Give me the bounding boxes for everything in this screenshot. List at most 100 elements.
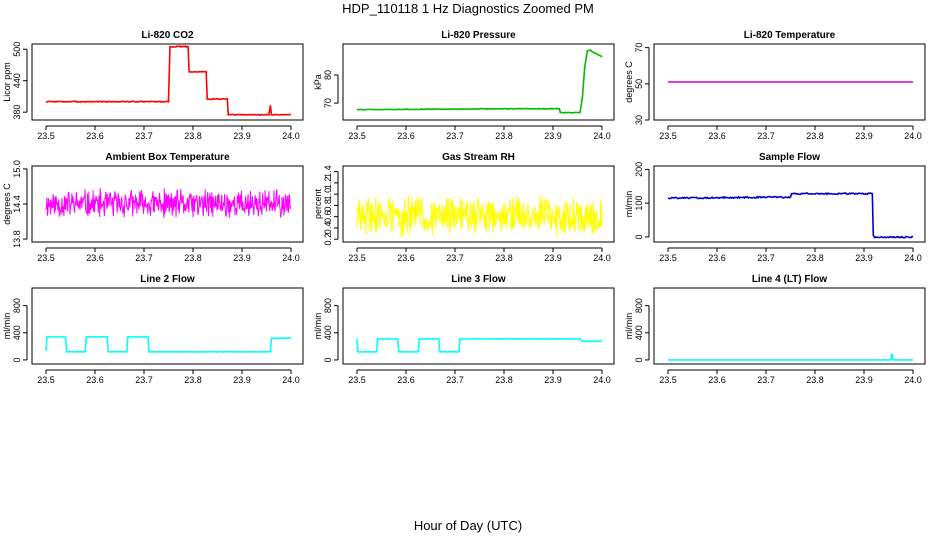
x-tick-label: 24.0 <box>593 253 611 263</box>
x-tick-label: 24.0 <box>282 131 300 141</box>
plot-frame <box>653 43 926 121</box>
y-axis-label: kPa <box>313 74 323 90</box>
y-tick-label: 0 <box>634 234 644 239</box>
x-tick-label: 23.7 <box>135 375 153 385</box>
x-tick-label: 23.9 <box>544 253 562 263</box>
x-tick-label: 23.8 <box>184 131 202 141</box>
series-line <box>356 337 603 353</box>
y-tick-label: 13.8 <box>12 230 22 248</box>
y-tick-label: 0 <box>634 357 644 362</box>
panel-title: Line 4 (LT) Flow <box>752 274 828 285</box>
panel-title: Sample Flow <box>759 152 820 163</box>
x-tick-label: 23.9 <box>233 131 251 141</box>
series-line <box>667 192 914 239</box>
x-tick-label: 23.6 <box>86 375 104 385</box>
x-tick-label: 23.6 <box>397 375 415 385</box>
y-tick-label: 500 <box>12 42 22 57</box>
y-tick-label: 380 <box>12 105 22 120</box>
series-line <box>668 353 913 361</box>
x-tick-label: 24.0 <box>282 253 300 263</box>
x-tick-label: 23.6 <box>708 375 726 385</box>
series-line <box>45 45 292 117</box>
x-tick-label: 24.0 <box>282 375 300 385</box>
y-axis-label: ml/min <box>624 191 634 218</box>
x-tick-label: 23.7 <box>135 253 153 263</box>
x-tick-label: 23.6 <box>397 131 415 141</box>
panel-9: Line 4 (LT) Flow ml/min 23.5 23.6 23.7 23.8 23… <box>624 274 926 385</box>
plot-frame <box>31 287 304 365</box>
y-tick-label: 0.6 <box>323 210 333 223</box>
y-tick-label: 0.2 <box>323 233 333 246</box>
x-tick-label: 23.7 <box>446 375 464 385</box>
x-tick-label: 23.5 <box>348 131 366 141</box>
y-tick-label: 70 <box>323 98 333 108</box>
plot-frame <box>653 165 926 243</box>
x-tick-label: 23.7 <box>446 131 464 141</box>
plot-frame <box>31 165 304 243</box>
plot-frame <box>342 287 615 365</box>
x-tick-label: 23.9 <box>233 375 251 385</box>
panel-3: Li-820 Temperature degrees C 23.5 23.6 23.7 2… <box>624 30 926 141</box>
panel-8: Line 3 Flow ml/min 23.5 23.6 23.7 23.8 23.9 24.… <box>313 274 615 385</box>
panel-title: Gas Stream RH <box>442 152 515 163</box>
x-tick-label: 23.7 <box>757 131 775 141</box>
x-tick-label: 23.6 <box>86 253 104 263</box>
x-tick-label: 24.0 <box>593 131 611 141</box>
y-tick-label: 440 <box>12 73 22 88</box>
x-tick-label: 23.9 <box>855 375 873 385</box>
panel-title: Li-820 Pressure <box>441 30 516 41</box>
x-tick-label: 24.0 <box>904 131 922 141</box>
x-tick-label: 23.5 <box>37 131 55 141</box>
panel-6: Sample Flow ml/min 23.5 23.6 23.7 23.8 23.9 24.… <box>624 152 926 263</box>
panel-5: Gas Stream RH percent 23.5 23.6 23.7 23.8 23.9… <box>313 152 615 263</box>
y-tick-label: 400 <box>12 325 22 340</box>
x-tick-label: 23.5 <box>348 253 366 263</box>
x-tick-label: 23.6 <box>708 131 726 141</box>
y-tick-label: 15.0 <box>12 160 22 178</box>
panel-title: Line 2 Flow <box>140 274 195 285</box>
x-tick-label: 23.8 <box>184 375 202 385</box>
plot-frame <box>31 43 304 121</box>
x-tick-label: 23.5 <box>659 375 677 385</box>
y-tick-label: 1.4 <box>323 165 333 178</box>
x-tick-label: 23.8 <box>806 253 824 263</box>
panel-title: Line 3 Flow <box>451 274 506 285</box>
plot-frame <box>342 43 615 121</box>
y-tick-label: 800 <box>12 298 22 313</box>
y-axis-label: ml/min <box>313 313 323 340</box>
x-tick-label: 23.7 <box>757 253 775 263</box>
x-tick-label: 23.8 <box>495 375 513 385</box>
y-tick-label: 30 <box>634 115 644 125</box>
panel-2: Li-820 Pressure kPa 23.5 23.6 23.7 23.8 23.9 24… <box>313 30 615 141</box>
x-tick-label: 24.0 <box>904 375 922 385</box>
y-tick-label: 200 <box>634 162 644 177</box>
figure-title: HDP_110118 1 Hz Diagnostics Zoomed PM <box>342 1 594 16</box>
x-tick-label: 23.7 <box>135 131 153 141</box>
series-line <box>45 335 292 353</box>
y-tick-label: 800 <box>634 298 644 313</box>
y-axis-label: degrees C <box>624 61 634 103</box>
x-tick-label: 23.5 <box>37 375 55 385</box>
x-tick-label: 23.8 <box>495 131 513 141</box>
x-tick-label: 23.6 <box>708 253 726 263</box>
x-tick-label: 23.9 <box>855 253 873 263</box>
x-tick-label: 23.9 <box>544 131 562 141</box>
y-tick-label: 400 <box>323 325 333 340</box>
y-tick-label: 0.8 <box>323 199 333 212</box>
panel-7: Line 2 Flow ml/min 23.5 23.6 23.7 23.8 23.9 24.… <box>2 274 304 385</box>
y-tick-label: 70 <box>634 43 644 53</box>
x-tick-label: 24.0 <box>904 253 922 263</box>
plot-frame <box>342 165 615 243</box>
y-tick-label: 50 <box>634 79 644 89</box>
x-tick-label: 23.5 <box>659 131 677 141</box>
series-line <box>356 194 603 238</box>
x-tick-label: 23.5 <box>37 253 55 263</box>
x-axis-label: Hour of Day (UTC) <box>413 518 523 533</box>
y-tick-label: 0 <box>12 357 22 362</box>
y-tick-label: 400 <box>634 325 644 340</box>
x-tick-label: 23.7 <box>446 253 464 263</box>
y-tick-label: 80 <box>323 70 333 80</box>
x-tick-label: 23.8 <box>806 375 824 385</box>
y-axis-label: degrees C <box>2 183 12 225</box>
